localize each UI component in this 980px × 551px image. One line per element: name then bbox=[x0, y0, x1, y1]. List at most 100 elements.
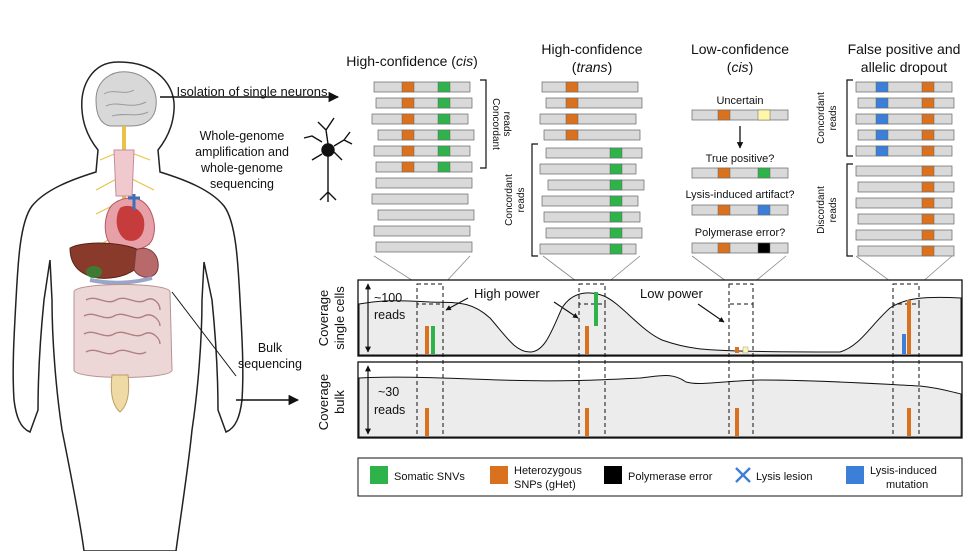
single-bar-blue-4 bbox=[902, 334, 906, 354]
x-mark-icon bbox=[735, 467, 751, 483]
lc-true-positive-read-orange-mark bbox=[717, 167, 731, 179]
lc-uncertain-label: Uncertain bbox=[716, 95, 763, 107]
lc-true-positive-read bbox=[691, 167, 789, 179]
isolation-label: Isolation of single neurons bbox=[176, 84, 328, 99]
bulk-ylabel-2: bulk bbox=[332, 390, 347, 414]
lc-lysis-artifact-read-orange-mark bbox=[717, 204, 731, 216]
legend-lysis-mutation-swatch bbox=[846, 466, 864, 484]
fp-discordant-read-2-orange-mark bbox=[921, 181, 935, 193]
fp-concordant-read-4 bbox=[857, 129, 955, 141]
fp-concordant-read-2-orange-mark bbox=[921, 97, 935, 109]
legend-lysis-lesion-label: Lysis lesion bbox=[756, 471, 812, 483]
hc-cis-read-2 bbox=[375, 97, 473, 109]
hc-cis-read-6-orange-mark bbox=[401, 161, 415, 173]
bulk-label-line2: sequencing bbox=[238, 357, 302, 371]
hc-trans-read-1-orange-mark bbox=[565, 81, 579, 93]
panel-lc-cis-reads bbox=[691, 109, 789, 254]
legend-polymerase-swatch bbox=[604, 466, 622, 484]
lc-polymerase-read-orange-mark bbox=[717, 242, 731, 254]
hc-cis-read-4 bbox=[377, 129, 475, 141]
panel-hc-cis-title: High-confidence (cis) bbox=[346, 53, 478, 69]
hc-cis-read-1 bbox=[373, 81, 471, 93]
hc-trans-read-3-orange-mark bbox=[565, 113, 579, 125]
wga-label-line3: whole-genome bbox=[200, 161, 283, 175]
panel-lc-cis-title-2: (cis) bbox=[727, 59, 753, 75]
panel-fp-bracket-discordant bbox=[846, 163, 853, 257]
single-ylabel-2: single cells bbox=[332, 286, 347, 350]
hc-cis-read-7 bbox=[375, 177, 473, 189]
lc-polymerase-read-black-mark bbox=[757, 242, 771, 254]
fp-concordant-read-3-blue-mark bbox=[875, 113, 889, 125]
fp-concordant-read-2 bbox=[857, 97, 955, 109]
hc-trans-read-11-green-mark bbox=[609, 243, 623, 255]
panel-hc-cis-side-2: reads bbox=[501, 111, 512, 136]
high-power-arrow-left bbox=[445, 297, 469, 311]
panel-hc-trans-side-2: reads bbox=[516, 187, 527, 212]
bulk-bar-het-4 bbox=[907, 408, 911, 436]
wga-label-line2: amplification and bbox=[195, 145, 289, 159]
hc-cis-read-9 bbox=[377, 209, 475, 221]
hc-cis-read-3 bbox=[371, 113, 469, 125]
lc-lysis-artifact-read-blue-mark bbox=[757, 204, 771, 216]
fp-concordant-read-1-orange-mark bbox=[921, 81, 935, 93]
hc-trans-read-4 bbox=[543, 129, 641, 141]
hc-cis-read-2-green-mark bbox=[437, 97, 451, 109]
hc-cis-read-5 bbox=[373, 145, 471, 157]
hc-trans-read-1 bbox=[541, 81, 639, 93]
single-bar-het-3 bbox=[735, 347, 739, 353]
hc-trans-read-2 bbox=[545, 97, 643, 109]
single-bar-het-1 bbox=[425, 326, 429, 354]
legend-het-label-1: Heterozygous bbox=[514, 465, 582, 477]
high-power-arrow-right bbox=[553, 301, 579, 319]
legend-het-swatch bbox=[490, 466, 508, 484]
neuron-icon bbox=[303, 117, 353, 202]
fp-discordant-read-3-orange-mark bbox=[921, 197, 935, 209]
single-reads-1: ~100 bbox=[374, 291, 402, 305]
hc-trans-read-10 bbox=[545, 227, 643, 239]
single-bar-yellow-3 bbox=[742, 346, 749, 354]
legend-polymerase-label: Polymerase error bbox=[628, 471, 713, 483]
hc-cis-read-5-green-mark bbox=[437, 145, 451, 157]
bulk-bar-het-1 bbox=[425, 408, 429, 436]
panel-fp-reads bbox=[855, 81, 955, 257]
panel-hc-cis-reads bbox=[371, 81, 475, 253]
hc-trans-read-4-orange-mark bbox=[565, 129, 579, 141]
hc-cis-read-11 bbox=[375, 241, 473, 253]
single-cell-coverage-area bbox=[358, 292, 962, 356]
fp-concordant-read-2-blue-mark bbox=[875, 97, 889, 109]
human-anatomy-figure bbox=[12, 61, 244, 551]
lc-polymerase-label: Polymerase error? bbox=[695, 227, 785, 239]
fp-concordant-read-3-orange-mark bbox=[921, 113, 935, 125]
panel-fp-discordant-2: reads bbox=[828, 197, 839, 222]
panel-fp-concordant-1: Concordant bbox=[816, 92, 827, 144]
fp-concordant-read-1 bbox=[855, 81, 953, 93]
hc-trans-read-2-orange-mark bbox=[565, 97, 579, 109]
panel-lc-cis-title-1: Low-confidence bbox=[691, 41, 789, 57]
hc-cis-read-3-green-mark bbox=[437, 113, 451, 125]
fp-discordant-read-4-orange-mark bbox=[921, 213, 935, 225]
panel-hc-trans-bracket bbox=[531, 143, 538, 257]
fp-concordant-read-1-blue-mark bbox=[875, 81, 889, 93]
fp-discordant-read-4 bbox=[857, 213, 955, 225]
panel-hc-trans-title-1: High-confidence bbox=[541, 41, 642, 57]
hc-trans-read-5 bbox=[545, 147, 643, 159]
wga-label-line1: Whole-genome bbox=[200, 129, 285, 143]
panel-fp-title-1: False positive and bbox=[848, 41, 961, 57]
locus-dashed-guides bbox=[416, 283, 920, 438]
hc-cis-read-8 bbox=[371, 193, 469, 205]
hc-trans-read-3 bbox=[539, 113, 637, 125]
hc-trans-read-5-green-mark bbox=[609, 147, 623, 159]
panel-fp-bracket-concordant bbox=[846, 79, 853, 157]
bulk-bar-het-3 bbox=[735, 408, 739, 436]
fp-discordant-read-2 bbox=[857, 181, 955, 193]
lc-true-positive-read-green-mark bbox=[757, 167, 771, 179]
hc-trans-read-8 bbox=[541, 195, 639, 207]
hc-trans-read-7-green-mark bbox=[609, 179, 623, 191]
single-bar-somatic-2 bbox=[594, 292, 598, 326]
hc-cis-read-3-orange-mark bbox=[401, 113, 415, 125]
single-bar-het-2 bbox=[585, 326, 589, 354]
fp-discordant-read-1-orange-mark bbox=[921, 165, 935, 177]
bulk-label-line1: Bulk bbox=[258, 341, 283, 355]
lc-uncertain-read bbox=[691, 109, 789, 121]
